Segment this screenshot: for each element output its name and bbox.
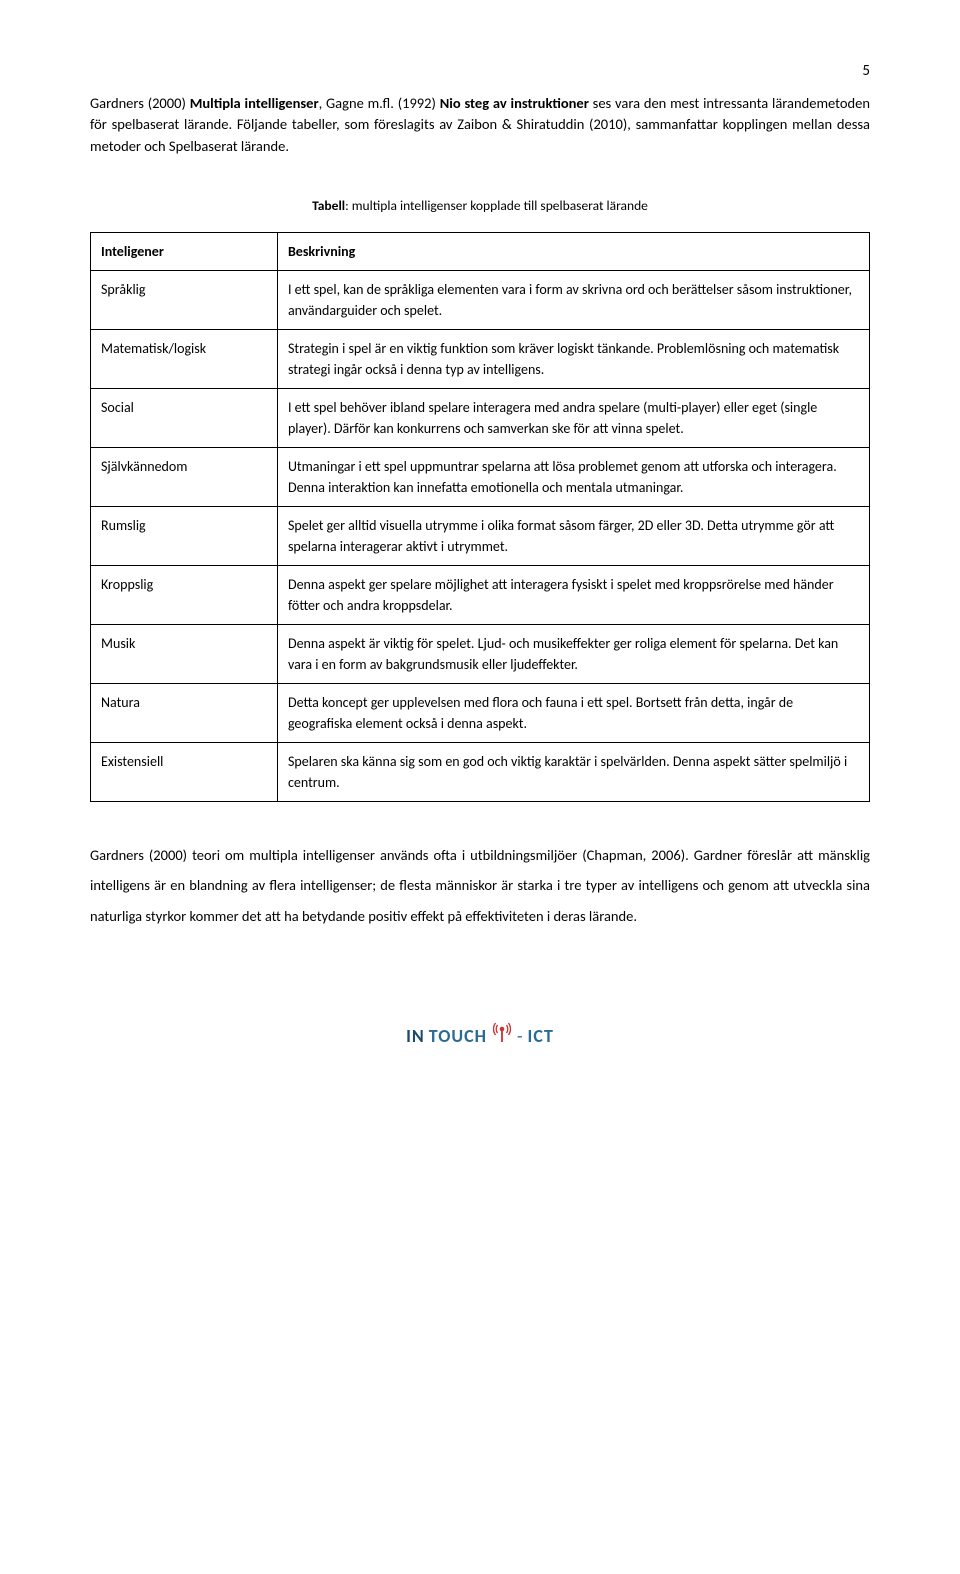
antenna-icon <box>493 1021 511 1051</box>
intro-text-1: Gardners (2000) <box>90 94 190 112</box>
caption-rest: : multipla intelligenser kopplade till s… <box>345 197 648 214</box>
table-header-right: Beskrivning <box>277 233 869 271</box>
intro-bold-2: Nio steg av instruktioner <box>440 94 589 112</box>
intro-text-2: , Gagne m.fl. (1992) <box>319 94 440 112</box>
table-header-row: Inteligener Beskrivning <box>91 233 870 271</box>
table-row: Social I ett spel behöver ibland spelare… <box>91 389 870 448</box>
cell-left: Kroppslig <box>91 566 278 625</box>
cell-left: Existensiell <box>91 743 278 802</box>
table-row: Språklig I ett spel, kan de språkliga el… <box>91 271 870 330</box>
intro-paragraph: Gardners (2000) Multipla intelligenser, … <box>90 93 870 158</box>
caption-bold: Tabell <box>312 197 345 214</box>
cell-right: I ett spel behöver ibland spelare intera… <box>277 389 869 448</box>
logo-ict: ICT <box>528 1023 554 1050</box>
table-row: Rumslig Spelet ger alltid visuella utrym… <box>91 507 870 566</box>
cell-right: Detta koncept ger upplevelsen med flora … <box>277 684 869 743</box>
cell-right: Spelet ger alltid visuella utrymme i oli… <box>277 507 869 566</box>
table-row: Kroppslig Denna aspekt ger spelare möjli… <box>91 566 870 625</box>
table-row: Natura Detta koncept ger upplevelsen med… <box>91 684 870 743</box>
cell-left: Natura <box>91 684 278 743</box>
cell-left: Social <box>91 389 278 448</box>
table-header-left: Inteligener <box>91 233 278 271</box>
cell-right: Denna aspekt är viktig för spelet. Ljud-… <box>277 625 869 684</box>
logo-touch: TOUCH <box>429 1023 487 1050</box>
cell-right: Utmaningar i ett spel uppmuntrar spelarn… <box>277 448 869 507</box>
intelligences-table: Inteligener Beskrivning Språklig I ett s… <box>90 232 870 802</box>
table-row: Matematisk/logisk Strategin i spel är en… <box>91 330 870 389</box>
closing-paragraph: Gardners (2000) teori om multipla intell… <box>90 840 870 931</box>
footer: INTOUCH - ICT <box>90 1021 870 1051</box>
cell-right: Strategin i spel är en viktig funktion s… <box>277 330 869 389</box>
logo-in: IN <box>406 1023 425 1050</box>
table-row: Självkännedom Utmaningar i ett spel uppm… <box>91 448 870 507</box>
cell-left: Matematisk/logisk <box>91 330 278 389</box>
table-row: Existensiell Spelaren ska känna sig som … <box>91 743 870 802</box>
page-number: 5 <box>90 60 870 83</box>
intro-bold-1: Multipla intelligenser <box>190 94 319 112</box>
logo: INTOUCH - ICT <box>406 1021 554 1051</box>
cell-left: Musik <box>91 625 278 684</box>
logo-dash: - <box>517 1023 524 1050</box>
cell-left: Självkännedom <box>91 448 278 507</box>
cell-left: Rumslig <box>91 507 278 566</box>
cell-right: Denna aspekt ger spelare möjlighet att i… <box>277 566 869 625</box>
cell-right: Spelaren ska känna sig som en god och vi… <box>277 743 869 802</box>
table-caption: Tabell: multipla intelligenser kopplade … <box>90 196 870 216</box>
cell-right: I ett spel, kan de språkliga elementen v… <box>277 271 869 330</box>
cell-left: Språklig <box>91 271 278 330</box>
table-row: Musik Denna aspekt är viktig för spelet.… <box>91 625 870 684</box>
